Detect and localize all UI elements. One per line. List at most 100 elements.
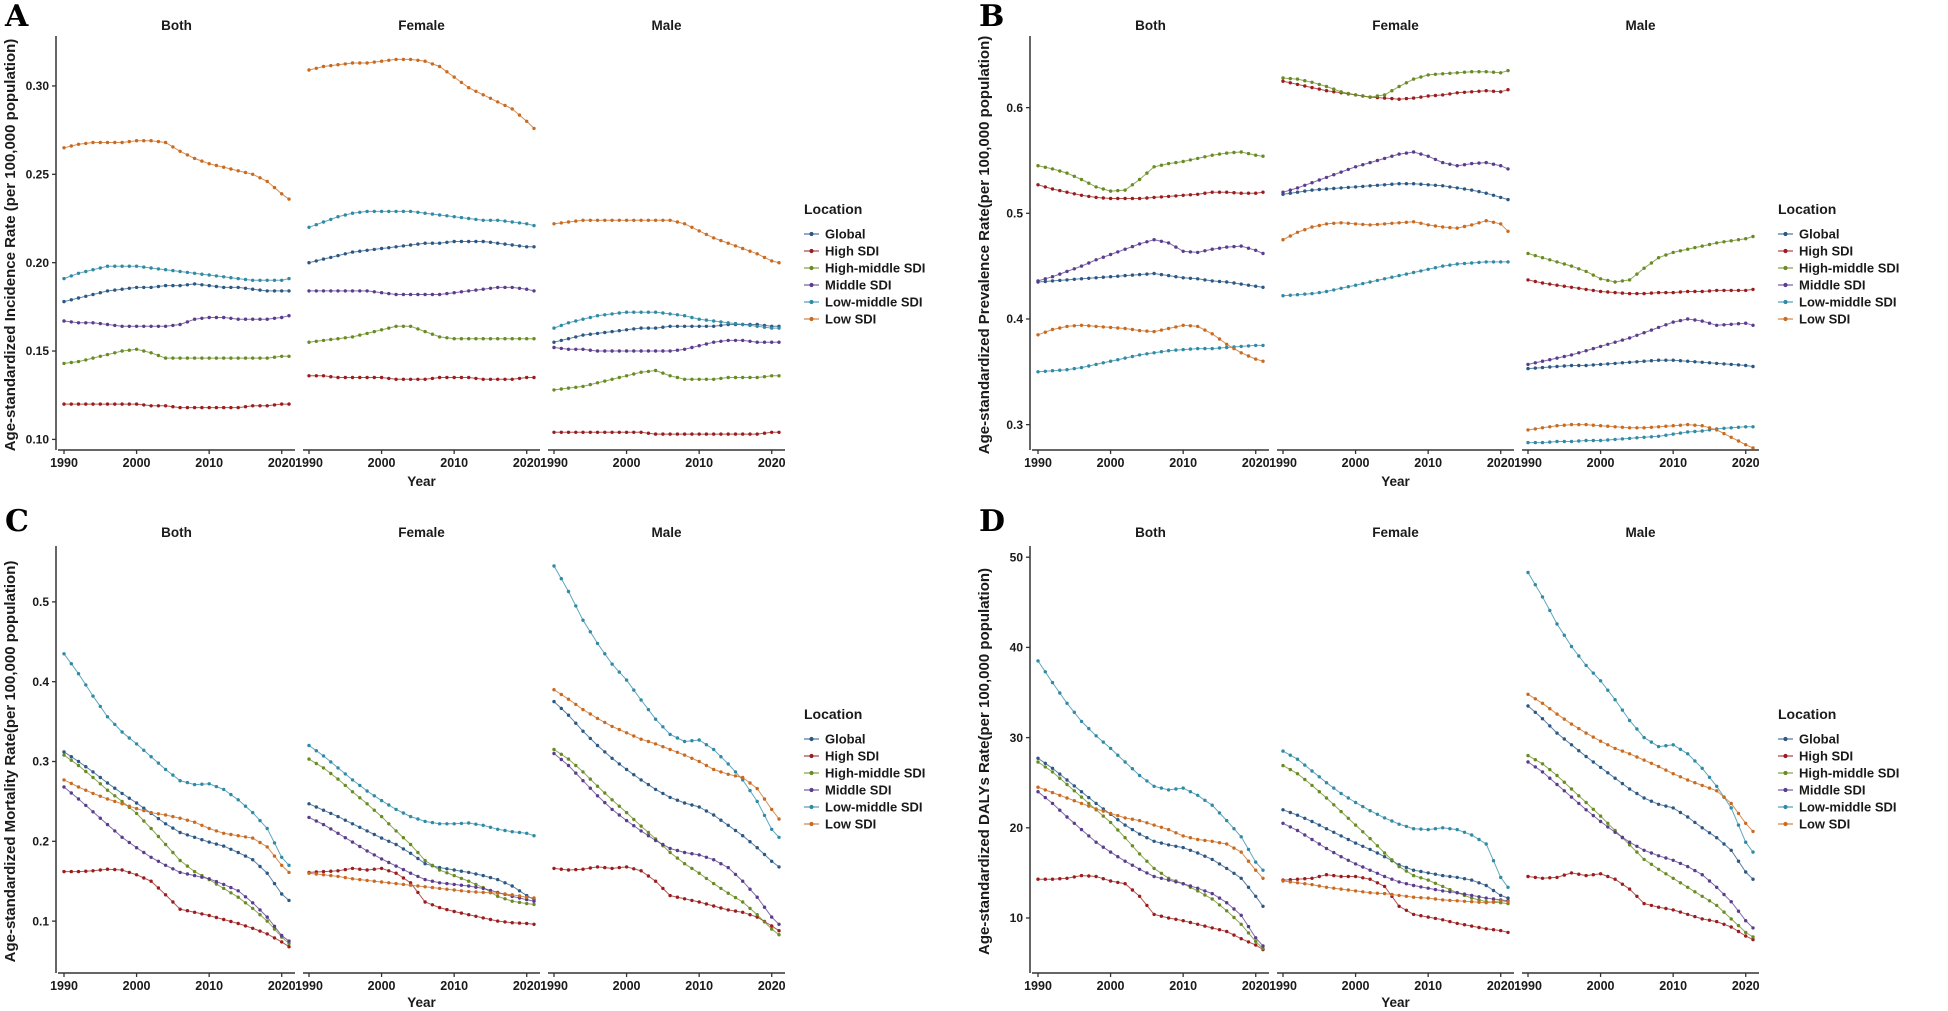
series-point bbox=[1433, 827, 1438, 831]
series-point bbox=[1613, 290, 1617, 295]
series-point bbox=[777, 261, 781, 265]
series-point bbox=[430, 292, 435, 297]
x-tick-label: 2000 bbox=[123, 979, 151, 993]
series-point bbox=[1137, 242, 1142, 246]
series-point bbox=[1225, 190, 1229, 194]
series-point bbox=[653, 368, 658, 373]
series-point bbox=[1043, 369, 1047, 373]
series-point bbox=[222, 285, 226, 290]
series-point bbox=[76, 142, 81, 146]
series-point bbox=[229, 847, 233, 851]
series-point bbox=[265, 356, 269, 360]
series-point bbox=[1254, 860, 1258, 864]
series-point bbox=[343, 867, 347, 872]
legend-item-high-middle-sdi: High-middle SDI bbox=[804, 261, 925, 276]
facet-title: Male bbox=[1625, 18, 1656, 33]
series-point bbox=[559, 387, 563, 391]
series-point bbox=[1079, 277, 1084, 281]
series-point bbox=[185, 320, 190, 324]
series-point bbox=[171, 900, 175, 904]
series-point bbox=[668, 732, 672, 737]
series-point bbox=[1751, 323, 1755, 327]
series-point bbox=[1506, 885, 1510, 889]
series-point bbox=[1606, 874, 1610, 879]
series-point bbox=[1671, 250, 1675, 255]
series-point bbox=[603, 720, 607, 725]
panel-a-label: A bbox=[5, 0, 29, 34]
series-point bbox=[408, 851, 413, 855]
series-point bbox=[552, 326, 556, 330]
series-point bbox=[76, 797, 81, 801]
x-tick-label: 2020 bbox=[1487, 979, 1515, 993]
series-point bbox=[307, 225, 311, 229]
x-tick-label: 2000 bbox=[1587, 456, 1615, 470]
series-point bbox=[1332, 173, 1336, 177]
series-point bbox=[1591, 273, 1595, 277]
series-point bbox=[1079, 719, 1084, 724]
series-point bbox=[1433, 266, 1438, 270]
series-point bbox=[1620, 437, 1625, 441]
series-point bbox=[149, 139, 153, 143]
series-point bbox=[682, 897, 687, 901]
series-point bbox=[1533, 710, 1537, 714]
series-point bbox=[178, 322, 182, 327]
series-point bbox=[401, 867, 406, 872]
series-point bbox=[639, 778, 643, 782]
series-point bbox=[1470, 261, 1474, 265]
series-point bbox=[1635, 894, 1639, 898]
series-point bbox=[192, 405, 197, 410]
x-tick-label: 2000 bbox=[368, 456, 396, 470]
series-point bbox=[1353, 800, 1358, 805]
series-female-high-sdi bbox=[1281, 873, 1510, 935]
series-point bbox=[1217, 346, 1222, 350]
series-point bbox=[207, 826, 211, 831]
series-line bbox=[553, 369, 779, 391]
series-point bbox=[1123, 196, 1127, 201]
series-point bbox=[236, 317, 240, 321]
series-point bbox=[1101, 845, 1105, 849]
series-point bbox=[595, 716, 600, 721]
series-point bbox=[1094, 362, 1098, 367]
series-point bbox=[1555, 283, 1559, 287]
series-point bbox=[1332, 786, 1336, 790]
series-point bbox=[1382, 156, 1387, 161]
series-point bbox=[719, 323, 723, 328]
series-point bbox=[1239, 150, 1243, 154]
series-point bbox=[559, 692, 563, 697]
series-point bbox=[358, 867, 362, 871]
series-point bbox=[1540, 256, 1545, 260]
series-point bbox=[1686, 317, 1690, 321]
series-point bbox=[113, 402, 117, 406]
series-point bbox=[1627, 843, 1632, 847]
series-point bbox=[156, 816, 161, 821]
series-point bbox=[510, 243, 514, 247]
series-point bbox=[287, 898, 291, 903]
series-point bbox=[503, 103, 507, 108]
series-point bbox=[1072, 324, 1076, 328]
series-point bbox=[1555, 364, 1559, 369]
series-point bbox=[1196, 192, 1200, 196]
series-point bbox=[770, 927, 774, 931]
series-point bbox=[1722, 922, 1726, 926]
series-point bbox=[474, 882, 478, 887]
series-point bbox=[84, 402, 88, 406]
series-point bbox=[314, 819, 318, 823]
series-point bbox=[1591, 807, 1595, 811]
series-point bbox=[321, 257, 326, 261]
series-point bbox=[712, 236, 716, 240]
series-point bbox=[510, 220, 514, 224]
series-point bbox=[113, 799, 117, 804]
series-point bbox=[653, 432, 658, 436]
y-tick-label: 20 bbox=[1010, 821, 1024, 835]
series-both-high-middle-sdi bbox=[1036, 150, 1265, 193]
series-point bbox=[525, 119, 529, 124]
y-tick-label: 0.5 bbox=[1006, 206, 1023, 220]
series-point bbox=[610, 662, 614, 666]
series-point bbox=[1324, 222, 1329, 226]
series-point bbox=[1203, 924, 1207, 928]
series-point bbox=[1606, 771, 1610, 775]
series-point bbox=[610, 218, 614, 222]
series-point bbox=[1261, 868, 1265, 872]
series-point bbox=[1441, 184, 1445, 188]
series-point bbox=[1591, 873, 1595, 877]
